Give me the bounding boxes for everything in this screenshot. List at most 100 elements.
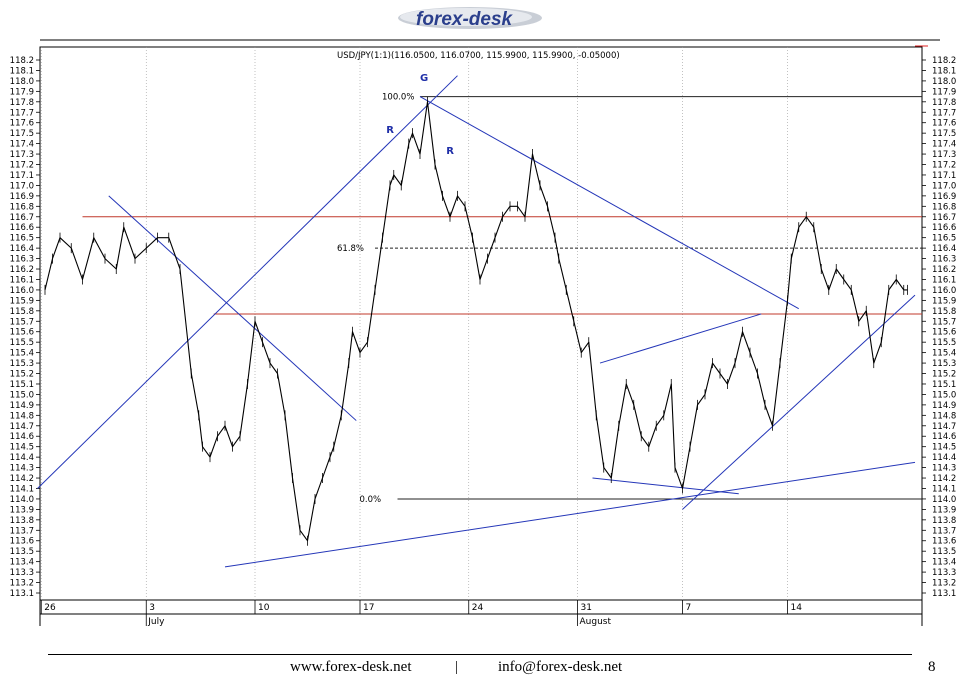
y-tick-label: 114.4	[932, 453, 956, 463]
y-tick-label: 117.7	[932, 108, 956, 118]
y-tick-label: 114.1	[932, 484, 956, 494]
y-tick-label: 114.2	[932, 474, 956, 484]
y-tick-label: 117.4	[932, 140, 956, 150]
x-tick-label: 31	[581, 603, 592, 613]
y-tick-label: 116.4	[10, 244, 34, 254]
y-tick-label: 116.9	[10, 192, 34, 202]
month-label: August	[580, 617, 612, 627]
horizontal-levels: 100.0% 61.8% 0.0%	[82, 93, 922, 505]
x-tick-label: 26	[44, 603, 56, 613]
y-tick-label: 117.3	[932, 150, 956, 160]
y-tick-label: 113.1	[10, 589, 34, 599]
x-tick-label: 17	[363, 603, 374, 613]
y-tick-label: 117.0	[932, 181, 956, 191]
y-tick-label: 116.7	[10, 213, 34, 223]
page-footer: www.forex-desk.net | info@forex-desk.net…	[0, 653, 960, 677]
y-tick-label: 116.0	[10, 286, 34, 296]
y-tick-label: 118.1	[10, 66, 34, 76]
y-tick-label: 115.3	[932, 359, 956, 369]
y-tick-label: 114.0	[932, 495, 956, 505]
y-tick-label: 114.0	[10, 495, 34, 505]
y-tick-label: 114.4	[10, 453, 34, 463]
y-tick-label: 116.2	[10, 265, 34, 275]
x-axis: 26 3 10 17 24 31 7 14 July August	[40, 600, 802, 627]
y-tick-label: 116.6	[10, 223, 34, 233]
trendline	[599, 313, 762, 364]
y-tick-label: 115.6	[10, 328, 34, 338]
y-tick-label: 117.4	[10, 140, 34, 150]
y-tick-label: 117.1	[932, 171, 956, 181]
y-tick-label: 113.9	[10, 505, 34, 515]
forex-desk-logo: forex-desk	[398, 7, 542, 30]
y-tick-label: 117.6	[10, 119, 34, 129]
footer-separator: |	[455, 659, 459, 675]
footer-website: www.forex-desk.net	[290, 659, 412, 675]
chart-grid	[40, 47, 788, 600]
y-tick-label: 113.8	[932, 516, 956, 526]
y-tick-label: 113.4	[932, 558, 956, 568]
x-tick-label: 24	[472, 603, 484, 613]
y-tick-label: 115.1	[932, 380, 956, 390]
y-tick-label: 115.6	[932, 328, 956, 338]
y-tick-label: 116.8	[932, 202, 956, 212]
y-tick-label: 117.9	[10, 87, 34, 97]
page-number: 8	[928, 659, 936, 675]
y-tick-label: 114.3	[932, 464, 956, 474]
y-tick-label: 113.7	[932, 526, 956, 536]
y-tick-label: 118.0	[932, 77, 956, 87]
y-tick-label: 114.9	[10, 401, 34, 411]
y-tick-label: 116.5	[10, 234, 34, 244]
y-tick-label: 113.1	[932, 589, 956, 599]
y-tick-label: 117.2	[10, 161, 34, 171]
y-tick-label: 116.0	[932, 286, 956, 296]
y-tick-label: 117.3	[10, 150, 34, 160]
y-tick-label: 115.0	[932, 390, 956, 400]
y-tick-label: 116.3	[10, 255, 34, 265]
month-label: July	[147, 617, 165, 627]
trendlines	[37, 75, 916, 568]
y-tick-label: 113.4	[10, 558, 34, 568]
chart-title: USD/JPY(1:1)(116.0500, 116.0700, 115.990…	[337, 51, 620, 61]
y-tick-label: 118.2	[932, 56, 956, 66]
y-tick-label: 113.7	[10, 526, 34, 536]
wave-label: R	[446, 146, 454, 157]
y-tick-label: 115.0	[10, 390, 34, 400]
y-tick-label: 115.1	[10, 380, 34, 390]
x-tick-label: 3	[149, 603, 155, 613]
y-tick-label: 116.8	[10, 202, 34, 212]
fib-level-label: 61.8%	[337, 244, 364, 254]
trendline	[37, 75, 458, 489]
y-tick-label: 116.3	[932, 255, 956, 265]
fib-level-label: 0.0%	[360, 495, 382, 505]
y-tick-label: 116.7	[932, 213, 956, 223]
y-tick-label: 113.2	[10, 579, 34, 589]
y-tick-label: 116.1	[10, 275, 34, 285]
y-tick-label: 117.2	[932, 161, 956, 171]
y-tick-label: 113.5	[932, 547, 956, 557]
trendline	[108, 195, 357, 421]
fib-level-label: 100.0%	[382, 93, 414, 103]
y-tick-label: 114.9	[932, 401, 956, 411]
y-tick-label: 116.1	[932, 275, 956, 285]
y-tick-label: 117.0	[10, 181, 34, 191]
y-axis-left: 118.2118.1118.0117.9117.8117.7117.6117.5…	[10, 56, 40, 599]
x-tick-label: 10	[258, 603, 270, 613]
y-tick-label: 115.9	[10, 296, 34, 306]
y-tick-label: 113.3	[932, 568, 956, 578]
y-tick-label: 115.7	[932, 317, 956, 327]
y-tick-label: 117.8	[932, 98, 956, 108]
y-tick-label: 117.5	[10, 129, 34, 139]
y-tick-label: 117.9	[932, 87, 956, 97]
y-tick-label: 116.4	[932, 244, 956, 254]
y-tick-label: 113.3	[10, 568, 34, 578]
footer-email: info@forex-desk.net	[498, 659, 623, 675]
annotations: G R R	[386, 73, 454, 157]
y-axis-right: 118.2118.1118.0117.9117.8117.7117.6117.5…	[922, 56, 956, 599]
y-tick-label: 117.6	[932, 119, 956, 129]
y-tick-label: 115.2	[932, 370, 956, 380]
price-chart: 118.2118.1118.0117.9117.8117.7117.6117.5…	[10, 39, 956, 627]
y-tick-label: 115.5	[932, 338, 956, 348]
y-tick-label: 114.5	[10, 443, 34, 453]
y-tick-label: 113.2	[932, 579, 956, 589]
y-tick-label: 115.8	[10, 307, 34, 317]
